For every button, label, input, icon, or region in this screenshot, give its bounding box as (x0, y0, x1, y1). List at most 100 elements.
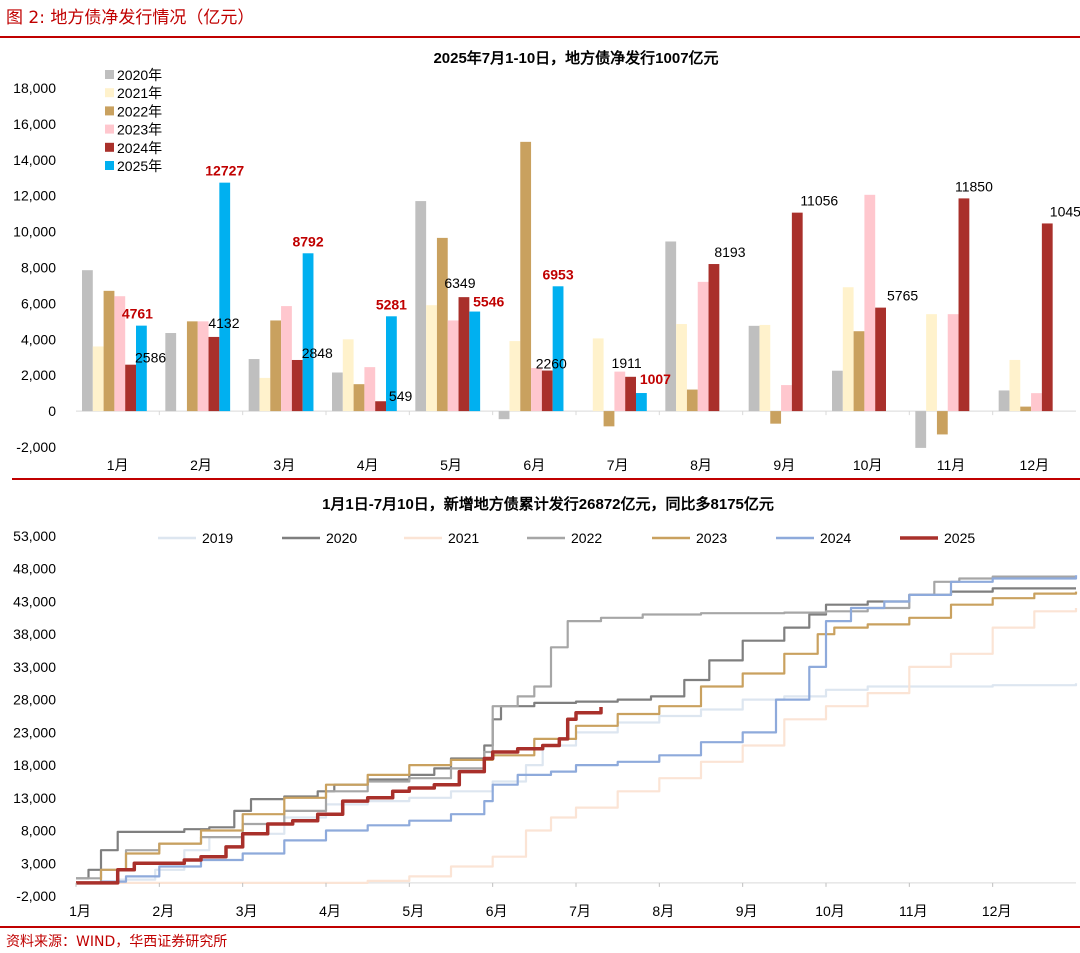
line-series-2024 (76, 575, 1078, 884)
figure-label: 图 2: 地方债净发行情况（亿元） (6, 8, 255, 28)
bar-2023年-12月 (1031, 393, 1042, 412)
bar-2020年-1月 (82, 270, 93, 412)
bar-y-tick-label: 0 (48, 403, 56, 419)
bar-legend-swatch (105, 70, 114, 79)
bar-legend-swatch (105, 161, 114, 170)
line-y-tick-label: 53,000 (13, 528, 56, 544)
bar-data-label-2024: 11850 (955, 178, 993, 194)
bar-2021年-6月 (509, 341, 521, 412)
line-legend-label: 2023 (696, 530, 727, 546)
bar-legend-label: 2021年 (117, 85, 162, 101)
bar-data-label-2025: 1007 (640, 371, 671, 387)
line-x-tick-label: 1月 (69, 903, 91, 919)
bar-2023年-2月 (197, 321, 209, 412)
line-series-2023 (76, 591, 1078, 884)
bar-2021年-1月 (92, 346, 104, 412)
bar-2024年-5月 (458, 297, 470, 412)
line-y-axis: -2,000 3,000 8,000 13,000 18,000 23,000 28,000… (13, 528, 56, 904)
bar-data-label-2024: 1911 (612, 355, 642, 371)
bar-data-label-2024: 549 (389, 388, 413, 404)
bar-data-label-2024: 2848 (302, 345, 333, 361)
line-y-tick-label: 13,000 (13, 790, 56, 806)
bar-2024年-10月 (875, 307, 886, 412)
bar-legend-swatch (105, 88, 114, 98)
bar-2024年-7月 (625, 376, 636, 412)
bar-2022年-4月 (353, 384, 365, 412)
bar-2023年-1月 (114, 296, 126, 412)
line-y-tick-label: 43,000 (13, 593, 56, 609)
bar-data-label-2025: 6953 (542, 266, 573, 282)
bar-2022年-1月 (103, 290, 115, 412)
bar-legend-label: 2025年 (117, 158, 162, 174)
bar-2025年-4月 (386, 316, 397, 412)
bar-2023年-8月 (697, 281, 709, 412)
line-legend-label: 2025 (944, 530, 975, 546)
bar-2025年-7月 (636, 393, 647, 412)
bar-2020年-10月 (832, 370, 843, 412)
bar-legend-swatch (105, 142, 114, 152)
bar-x-tick-label: 10月 (853, 457, 883, 473)
line-x-tick-label: 8月 (652, 903, 674, 919)
bar-data-label-2025: 5546 (473, 294, 504, 310)
bar-data-label-2025: 5281 (376, 296, 407, 312)
line-chart: 1月1日-7月10日，新增地方债累计发行26872亿元，同比多8175亿元 -2… (13, 495, 1078, 919)
line-legend-label: 2019 (202, 530, 233, 546)
bar-2024年-6月 (541, 370, 553, 412)
line-y-tick-label: 18,000 (13, 757, 56, 773)
bar-y-tick-label: 8,000 (21, 260, 56, 276)
bar-legend-label: 2022年 (117, 103, 162, 119)
bar-2023年-7月 (614, 371, 626, 412)
bar-x-tick-label: 11月 (937, 457, 966, 473)
bar-2020年-6月 (498, 411, 510, 420)
bar-2024年-3月 (291, 359, 303, 412)
line-plot-area (76, 575, 1078, 885)
bar-legend-label: 2020年 (117, 67, 162, 83)
bar-plot-area: 2586 4132 2848 549 6349 2260 1911 8193 11056 5765… (76, 141, 1080, 448)
bar-data-label-2025: 4761 (122, 306, 153, 322)
bar-2021年-8月 (676, 324, 687, 412)
bar-2024年-11月 (958, 198, 970, 412)
bar-2024年-1月 (125, 364, 136, 412)
line-x-tick-label: 6月 (486, 903, 508, 919)
bar-2021年-3月 (259, 377, 271, 412)
bar-2023年-11月 (947, 314, 959, 412)
top-rule (0, 36, 1080, 38)
line-x-axis: 1月 2月 3月 4月 5月 6月 7月 8月 9月 10月 11月 12月 (69, 882, 1012, 919)
line-series-2021 (76, 608, 1078, 884)
line-y-tick-label: 38,000 (13, 626, 56, 642)
bar-2020年-12月 (998, 390, 1010, 412)
bar-2021年-10月 (842, 287, 854, 412)
bar-y-tick-label: 4,000 (21, 331, 56, 347)
line-x-tick-label: 11月 (899, 903, 928, 919)
bar-2023年-3月 (281, 306, 292, 412)
bar-y-tick-label: 16,000 (13, 116, 56, 132)
bar-legend-swatch (105, 106, 114, 116)
line-x-tick-label: 2月 (152, 903, 174, 919)
line-x-tick-label: 12月 (982, 903, 1012, 919)
bar-y-axis: -2,000 0 2,000 4,000 6,000 8,000 10,000 12,000 1… (13, 80, 56, 455)
bar-legend: 2020年 2021年 2022年 2023年 2024年 2025年 (105, 67, 162, 174)
bar-2022年-10月 (853, 331, 865, 412)
bar-legend-swatch (105, 124, 114, 134)
line-y-tick-label: 33,000 (13, 659, 56, 675)
bar-x-tick-label: 6月 (523, 457, 545, 473)
line-chart-title: 1月1日-7月10日，新增地方债累计发行26872亿元，同比多8175亿元 (322, 495, 774, 513)
bar-2025年-1月 (136, 325, 147, 412)
source-note: 资料来源：WIND，华西证券研究所 (6, 934, 228, 950)
line-legend-label: 2024 (820, 530, 851, 546)
bar-data-label-2024: 8193 (714, 244, 745, 260)
bar-y-tick-label: 14,000 (13, 152, 56, 168)
line-x-tick-label: 7月 (569, 903, 591, 919)
line-x-tick-label: 9月 (736, 903, 758, 919)
bar-2020年-9月 (748, 325, 760, 412)
line-legend-label: 2021 (448, 530, 479, 546)
bar-2021年-12月 (1009, 359, 1021, 412)
bar-chart-title: 2025年7月1-10日，地方债净发行1007亿元 (433, 49, 718, 67)
bar-x-tick-label: 7月 (607, 457, 629, 473)
bar-x-tick-label: 2月 (190, 457, 212, 473)
bar-legend-label: 2023年 (117, 122, 162, 138)
bar-2020年-4月 (332, 372, 343, 412)
bar-y-tick-label: 10,000 (13, 224, 56, 240)
line-x-tick-label: 5月 (402, 903, 424, 919)
bar-data-label-2024: 5765 (887, 288, 918, 304)
